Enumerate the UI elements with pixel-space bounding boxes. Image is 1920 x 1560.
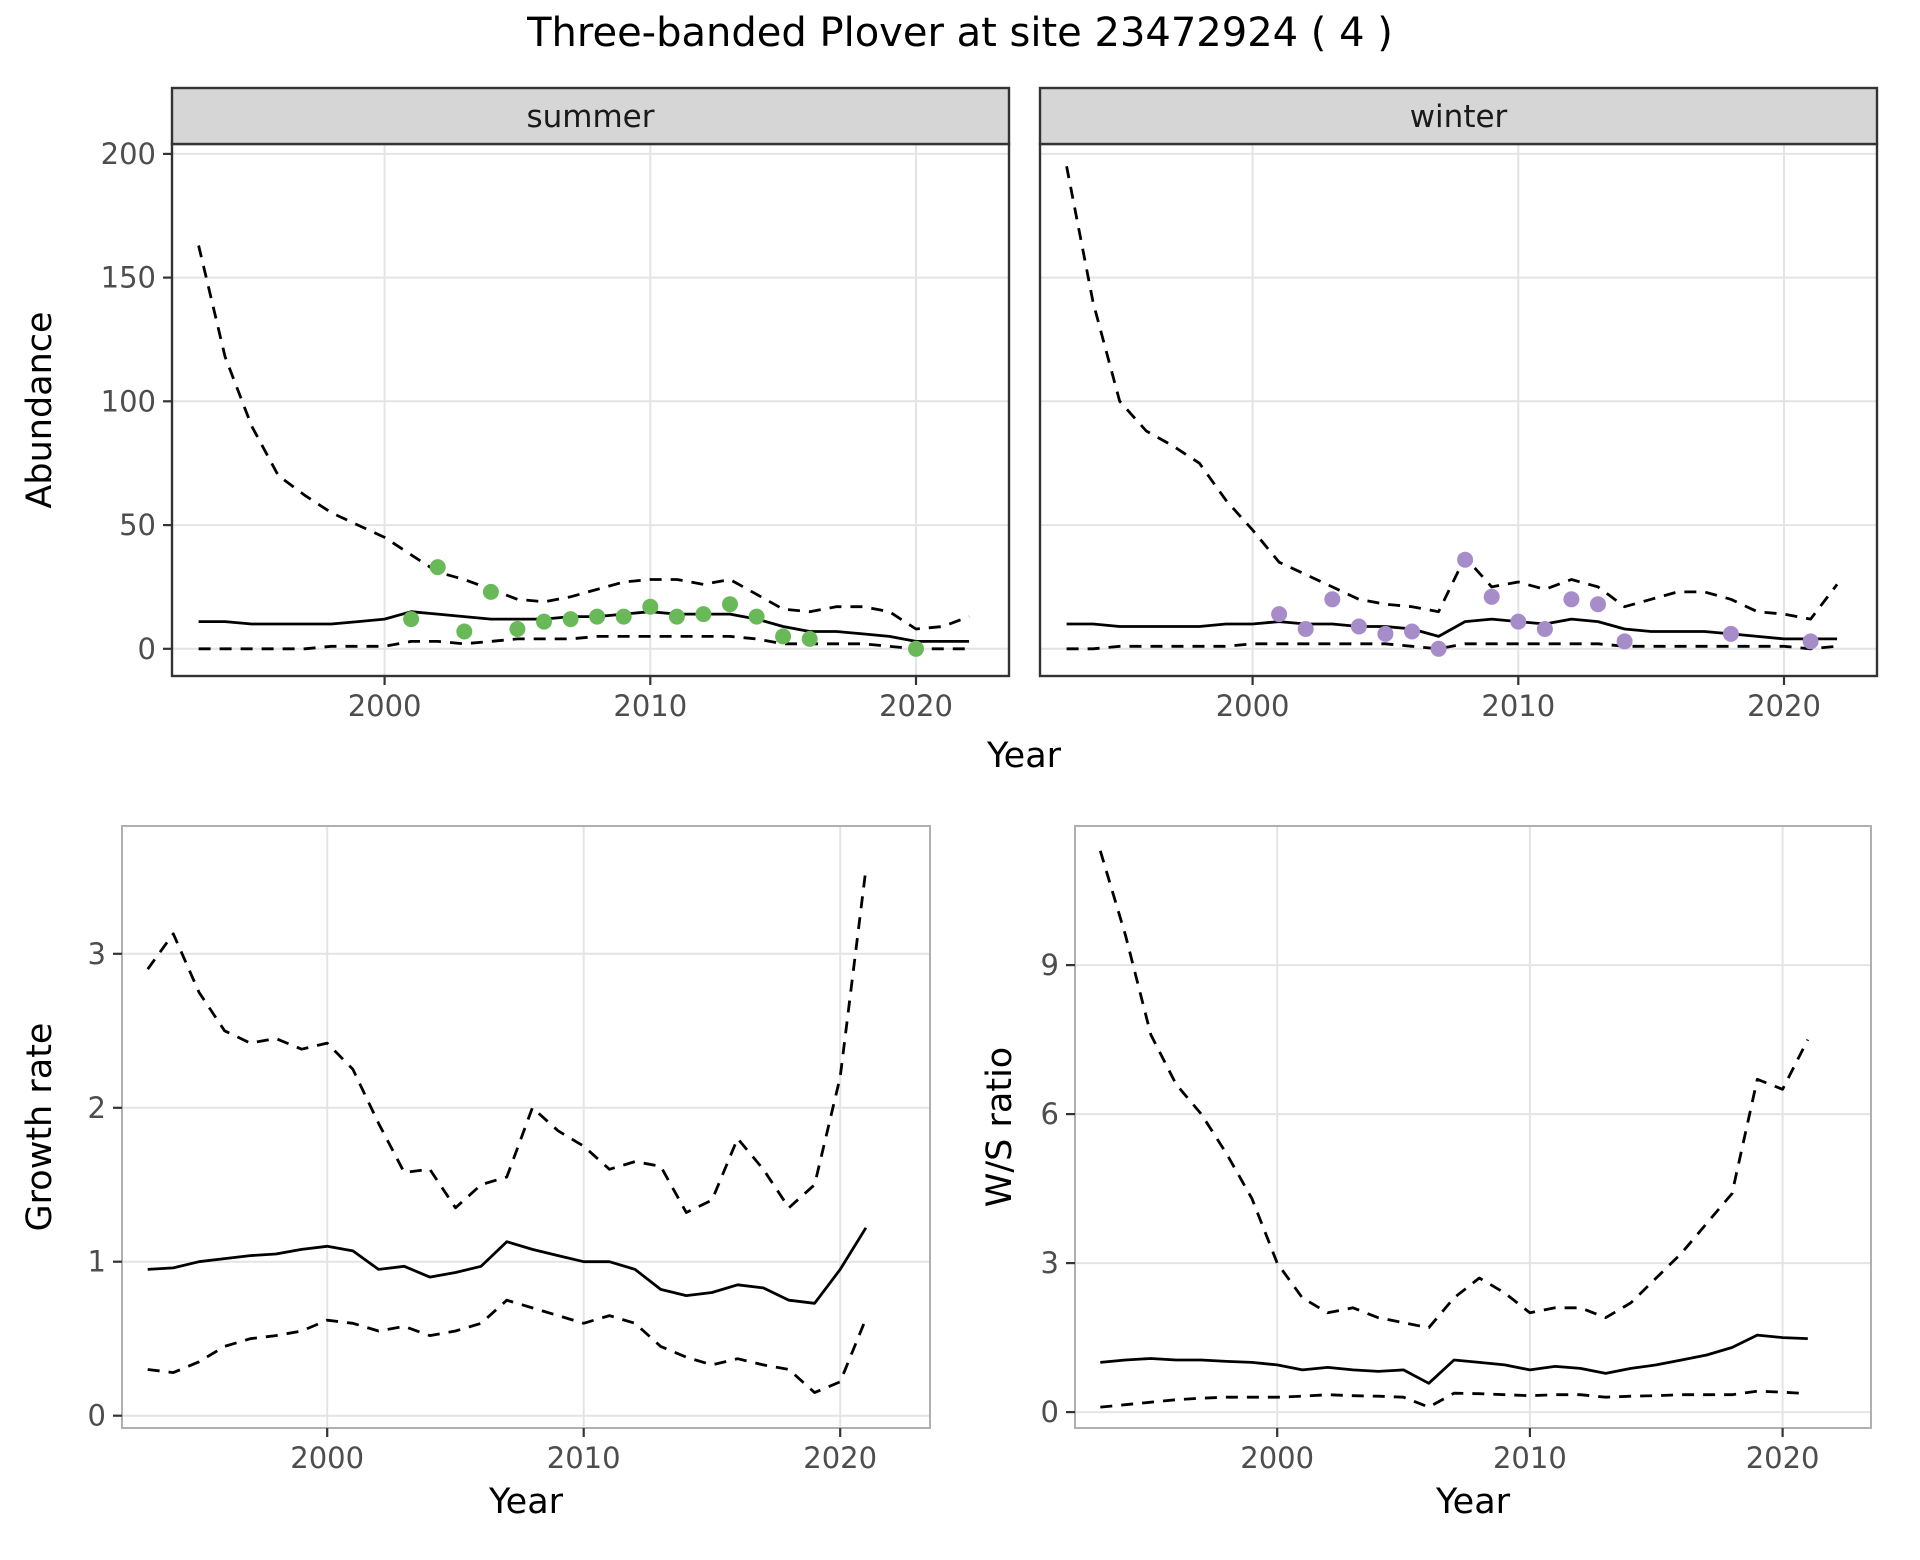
abundance-summer-xtick-label: 2020 <box>879 689 953 723</box>
abundance-winter-xtick-label: 2020 <box>1747 689 1821 723</box>
growth-rate-xtick-label: 2000 <box>290 1441 364 1475</box>
abundance-winter-observed-count <box>1377 625 1394 642</box>
abundance-winter-strip-label: winter <box>1410 99 1508 135</box>
abundance-summer-ytick-label: 50 <box>119 508 156 542</box>
ws-ratio-ytick-label: 3 <box>1041 1246 1059 1280</box>
abundance-summer-observed-count <box>456 623 473 640</box>
abundance-summer-observed-count <box>509 621 526 637</box>
abundance-summer-ytick-label: 150 <box>101 261 156 295</box>
abundance-summer-ytick-label: 200 <box>101 137 156 171</box>
abundance-summer-panel <box>172 144 1009 676</box>
abundance-winter-observed-count <box>1297 621 1314 637</box>
ws-ratio-upper-ci-line <box>1098 850 1810 1330</box>
growth-rate-median-line <box>147 1227 868 1305</box>
growth-rate-ytick-label: 2 <box>88 1091 106 1125</box>
abundance-winter-panel <box>1040 144 1877 676</box>
ws-ratio-ytick-label: 6 <box>1041 1097 1059 1131</box>
growth-rate-ytick-label: 0 <box>88 1399 106 1433</box>
abundance-summer-observed-count <box>536 613 552 630</box>
ws-ratio-xtick-label: 2000 <box>1240 1441 1314 1475</box>
abundance-winter-observed-count <box>1457 551 1474 568</box>
ws-ratio-panel <box>1075 826 1871 1428</box>
abundance-summer-observed-count <box>562 611 579 628</box>
abundance-winter-observed-count <box>1536 621 1553 637</box>
abundance-summer-strip <box>170 86 1011 146</box>
abundance-winter-xtick-label: 2000 <box>1216 689 1290 723</box>
top-year-axis-title: Year <box>986 736 1062 776</box>
abundance-winter-observed-count <box>1563 591 1580 608</box>
abundance-winter-xtick-label: 2010 <box>1481 689 1555 723</box>
abundance-winter-lower-ci-line <box>1066 642 1838 651</box>
growth-rate-lower-ci-line <box>147 1298 868 1394</box>
abundance-summer-xtick-label: 2010 <box>613 689 687 723</box>
ws-ratio-lower-ci-line <box>1100 1389 1808 1409</box>
abundance-summer-strip-label: summer <box>526 99 654 135</box>
abundance-winter-median-line <box>1066 617 1838 641</box>
abundance-summer-xtick-label: 2000 <box>348 689 422 723</box>
abundance-winter-observed-count <box>1722 625 1739 642</box>
growth-rate-xtick-label: 2010 <box>547 1441 621 1475</box>
abundance-winter-observed-count <box>1483 588 1500 605</box>
abundance-summer-upper-ci-line <box>197 245 970 631</box>
abundance-summer-observed-count <box>615 608 632 625</box>
abundance-summer-observed-count <box>801 630 818 647</box>
abundance-summer-observed-count <box>642 598 659 615</box>
growth-rate-upper-ci-line <box>146 868 868 1214</box>
abundance-summer-ytick-label: 0 <box>138 632 156 666</box>
abundance-summer-observed-count <box>722 596 738 613</box>
ws-ratio-xtick-label: 2010 <box>1493 1441 1567 1475</box>
abundance-winter-observed-count <box>1324 591 1341 608</box>
growth-rate-xtick-label: 2020 <box>803 1441 877 1475</box>
abundance-winter-strip <box>1038 86 1879 146</box>
ws-ratio-ytick-label: 0 <box>1041 1395 1059 1429</box>
abundance-winter-observed-count <box>1510 613 1527 630</box>
abundance-summer-observed-count <box>908 640 924 657</box>
abundance-winter-observed-count <box>1802 633 1819 650</box>
abundance-summer-median-line <box>198 610 970 643</box>
abundance-winter-observed-count <box>1430 640 1447 657</box>
ws-ratio-panel-border <box>1074 825 1872 1429</box>
abundance-winter-upper-ci-line <box>1065 166 1839 621</box>
plot-title: Three-banded Plover at site 23472924 ( 4… <box>527 10 1393 56</box>
abundance-winter-observed-count <box>1350 618 1367 635</box>
growth-rate-axis-title: Growth rate <box>20 1022 60 1232</box>
abundance-axis-title: Abundance <box>20 311 60 509</box>
abundance-summer-observed-count <box>429 559 446 576</box>
abundance-summer-observed-count <box>695 606 712 623</box>
abundance-summer-observed-count <box>668 608 685 625</box>
abundance-summer-observed-count <box>403 611 420 628</box>
abundance-winter-observed-count <box>1590 596 1606 613</box>
abundance-winter-observed-count <box>1271 606 1288 623</box>
abundance-summer-observed-count <box>775 628 792 645</box>
abundance-summer-observed-count <box>482 583 499 600</box>
growth-rate-panel-border <box>121 825 931 1429</box>
abundance-summer-ytick-label: 100 <box>101 384 156 418</box>
abundance-summer-lower-ci-line <box>198 635 970 651</box>
growth-rate-panel <box>122 826 930 1428</box>
abundance-summer-observed-count <box>589 608 606 625</box>
ws-ratio-median-line <box>1100 1333 1808 1385</box>
growth-rate-ytick-label: 3 <box>88 937 106 971</box>
ws-ratio-ytick-label: 9 <box>1041 948 1059 982</box>
abundance-summer-observed-count <box>748 608 765 625</box>
growth-rate-ytick-label: 1 <box>88 1245 106 1279</box>
growth-year-axis-title: Year <box>488 1482 564 1522</box>
ws-ratio-axis-title: W/S ratio <box>980 1046 1020 1208</box>
abundance-winter-observed-count <box>1404 623 1420 640</box>
abundance-winter-observed-count <box>1616 633 1633 650</box>
ws-ratio-xtick-label: 2020 <box>1746 1441 1820 1475</box>
ws-year-axis-title: Year <box>1435 1482 1511 1522</box>
